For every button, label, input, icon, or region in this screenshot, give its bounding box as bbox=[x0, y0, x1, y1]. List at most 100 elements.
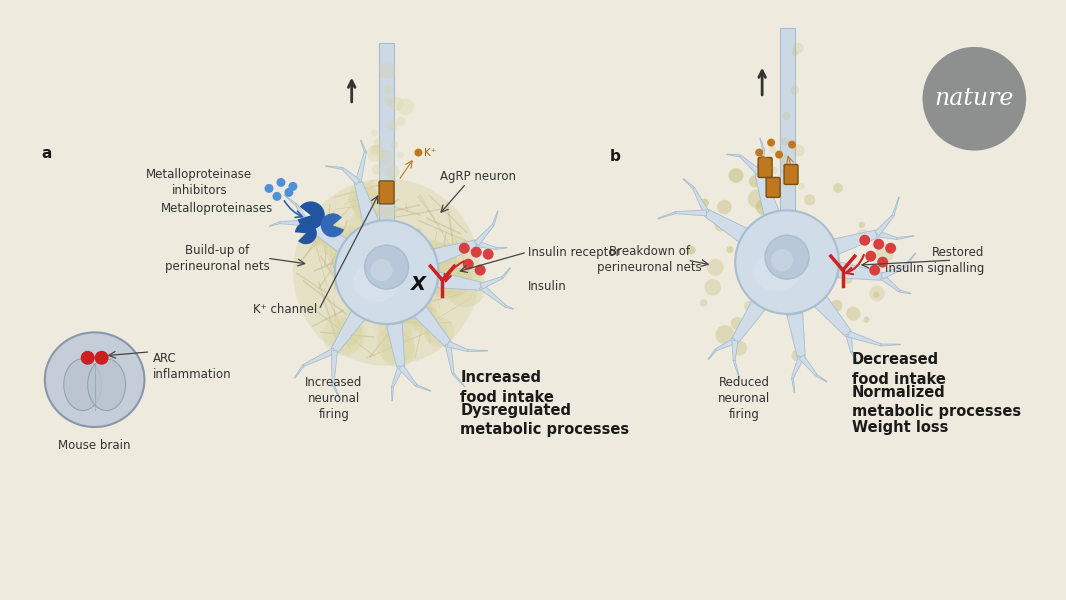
Circle shape bbox=[413, 246, 441, 275]
Polygon shape bbox=[332, 350, 338, 384]
Circle shape bbox=[869, 286, 885, 301]
Polygon shape bbox=[415, 307, 451, 347]
Polygon shape bbox=[838, 262, 883, 280]
Circle shape bbox=[307, 218, 333, 245]
Circle shape bbox=[715, 325, 734, 344]
Circle shape bbox=[409, 302, 436, 328]
Circle shape bbox=[705, 279, 721, 296]
Polygon shape bbox=[792, 378, 795, 393]
Circle shape bbox=[372, 145, 382, 154]
Circle shape bbox=[397, 116, 405, 125]
Polygon shape bbox=[779, 28, 794, 212]
Polygon shape bbox=[379, 43, 394, 222]
Circle shape bbox=[385, 293, 402, 311]
Circle shape bbox=[757, 167, 773, 183]
Circle shape bbox=[378, 308, 416, 345]
Text: Dysregulated
metabolic processes: Dysregulated metabolic processes bbox=[461, 403, 629, 437]
Circle shape bbox=[804, 194, 815, 205]
Polygon shape bbox=[279, 220, 306, 226]
Text: Increased
neuronal
firing: Increased neuronal firing bbox=[305, 376, 362, 421]
Circle shape bbox=[922, 47, 1027, 151]
Circle shape bbox=[372, 164, 383, 175]
Polygon shape bbox=[739, 228, 793, 271]
Circle shape bbox=[793, 145, 805, 157]
Circle shape bbox=[748, 175, 761, 188]
Polygon shape bbox=[897, 236, 914, 239]
Circle shape bbox=[771, 167, 778, 174]
Ellipse shape bbox=[45, 332, 145, 427]
Circle shape bbox=[81, 351, 95, 365]
Text: Weight loss: Weight loss bbox=[852, 419, 948, 434]
Circle shape bbox=[373, 285, 415, 326]
Polygon shape bbox=[502, 268, 511, 278]
Circle shape bbox=[775, 151, 784, 158]
Circle shape bbox=[731, 317, 744, 330]
Circle shape bbox=[458, 243, 470, 254]
Circle shape bbox=[289, 182, 297, 191]
Polygon shape bbox=[764, 210, 797, 265]
Circle shape bbox=[398, 287, 437, 326]
Circle shape bbox=[352, 293, 378, 320]
Polygon shape bbox=[375, 271, 402, 325]
Wedge shape bbox=[295, 222, 317, 244]
Circle shape bbox=[717, 200, 731, 214]
Circle shape bbox=[781, 137, 789, 145]
Circle shape bbox=[374, 289, 413, 328]
Polygon shape bbox=[658, 212, 676, 219]
Polygon shape bbox=[285, 195, 297, 206]
Text: Insulin: Insulin bbox=[528, 280, 567, 293]
Circle shape bbox=[362, 212, 379, 229]
Circle shape bbox=[376, 325, 415, 364]
Polygon shape bbox=[434, 240, 478, 264]
Circle shape bbox=[771, 249, 793, 271]
Circle shape bbox=[330, 317, 367, 353]
FancyBboxPatch shape bbox=[785, 164, 798, 184]
Circle shape bbox=[875, 244, 894, 262]
Circle shape bbox=[359, 221, 392, 254]
Circle shape bbox=[411, 306, 440, 335]
Text: Metalloproteinase
inhibitors: Metalloproteinase inhibitors bbox=[146, 169, 253, 197]
Circle shape bbox=[770, 146, 776, 153]
Text: b: b bbox=[610, 149, 620, 164]
Polygon shape bbox=[480, 277, 503, 289]
Polygon shape bbox=[360, 140, 367, 152]
Circle shape bbox=[446, 266, 486, 307]
Circle shape bbox=[429, 268, 457, 296]
Circle shape bbox=[397, 292, 426, 322]
Circle shape bbox=[793, 43, 804, 53]
Circle shape bbox=[768, 139, 775, 146]
Circle shape bbox=[378, 62, 395, 79]
Circle shape bbox=[361, 206, 378, 223]
Circle shape bbox=[483, 248, 494, 260]
Polygon shape bbox=[296, 205, 309, 224]
Circle shape bbox=[453, 268, 477, 292]
Polygon shape bbox=[834, 230, 878, 254]
Polygon shape bbox=[740, 155, 761, 175]
Circle shape bbox=[700, 299, 708, 307]
Text: X: X bbox=[410, 275, 426, 293]
Circle shape bbox=[349, 208, 390, 249]
Circle shape bbox=[471, 247, 482, 257]
Circle shape bbox=[413, 299, 433, 320]
Polygon shape bbox=[364, 220, 397, 275]
Polygon shape bbox=[332, 311, 365, 353]
Text: Reduced
neuronal
firing: Reduced neuronal firing bbox=[718, 376, 771, 421]
Circle shape bbox=[348, 187, 374, 213]
Circle shape bbox=[726, 246, 733, 253]
Circle shape bbox=[445, 270, 470, 296]
Ellipse shape bbox=[353, 263, 400, 301]
Polygon shape bbox=[733, 360, 740, 378]
Polygon shape bbox=[798, 355, 818, 376]
Circle shape bbox=[324, 226, 368, 269]
Circle shape bbox=[789, 316, 796, 323]
Ellipse shape bbox=[87, 359, 126, 410]
Polygon shape bbox=[776, 260, 803, 316]
Circle shape bbox=[700, 199, 709, 207]
Polygon shape bbox=[755, 171, 779, 215]
Circle shape bbox=[371, 259, 392, 281]
Circle shape bbox=[389, 97, 404, 111]
Circle shape bbox=[798, 183, 805, 190]
Polygon shape bbox=[705, 209, 747, 242]
Ellipse shape bbox=[754, 253, 801, 292]
FancyBboxPatch shape bbox=[758, 158, 772, 178]
